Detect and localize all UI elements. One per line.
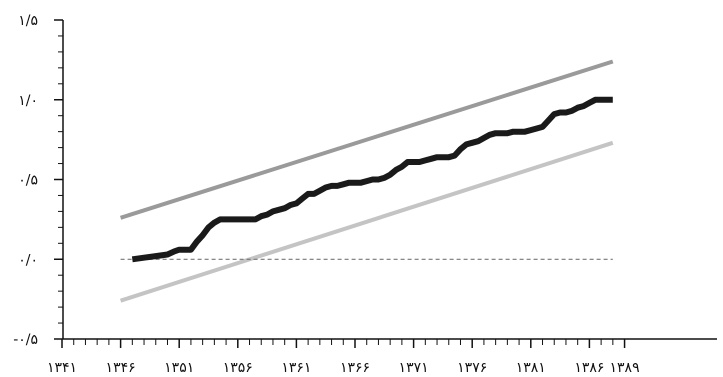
x-tick-label: ۱۳۷۶: [457, 360, 487, 376]
series-line-1: [131, 96, 613, 263]
x-tick-label: ۱۳۵۶: [223, 360, 253, 376]
x-tick-label: ۱۳۸۹: [610, 360, 640, 376]
axes-layer: -۰/۵ ۰/۰ ۰/۵ ۱/۰ ۱/۵ ۱۳۴۱ ۱۳۴۶ ۱۳۵۱ ۱۳۵۶ ۱۳۶۱ ۱۳۶۶…: [13, 13, 717, 376]
x-tick-label: ۱۳۸۶: [574, 360, 604, 376]
series-line-2: [119, 59, 614, 220]
x-tick-label: ۱۳۶۱: [281, 360, 311, 376]
x-tick-label: ۱۳۸۱: [516, 360, 546, 376]
y-tick-label: ۱/۰: [18, 93, 38, 109]
y-tick-label: ۱/۵: [18, 13, 38, 29]
x-tick-label: ۱۳۷۱: [399, 360, 429, 376]
series-line-3: [119, 140, 614, 303]
x-tick-label: ۱۳۴۱: [47, 360, 77, 376]
x-tick-label: ۱۳۴۶: [106, 360, 136, 376]
y-tick-label: ۰/۰: [18, 252, 38, 268]
x-tick-label: ۱۳۵۱: [164, 360, 194, 376]
y-tick-label: ۰/۵: [18, 173, 38, 189]
x-tick-label: ۱۳۶۶: [340, 360, 370, 376]
series-layer: [119, 59, 614, 303]
y-tick-label: -۰/۵: [13, 332, 38, 348]
